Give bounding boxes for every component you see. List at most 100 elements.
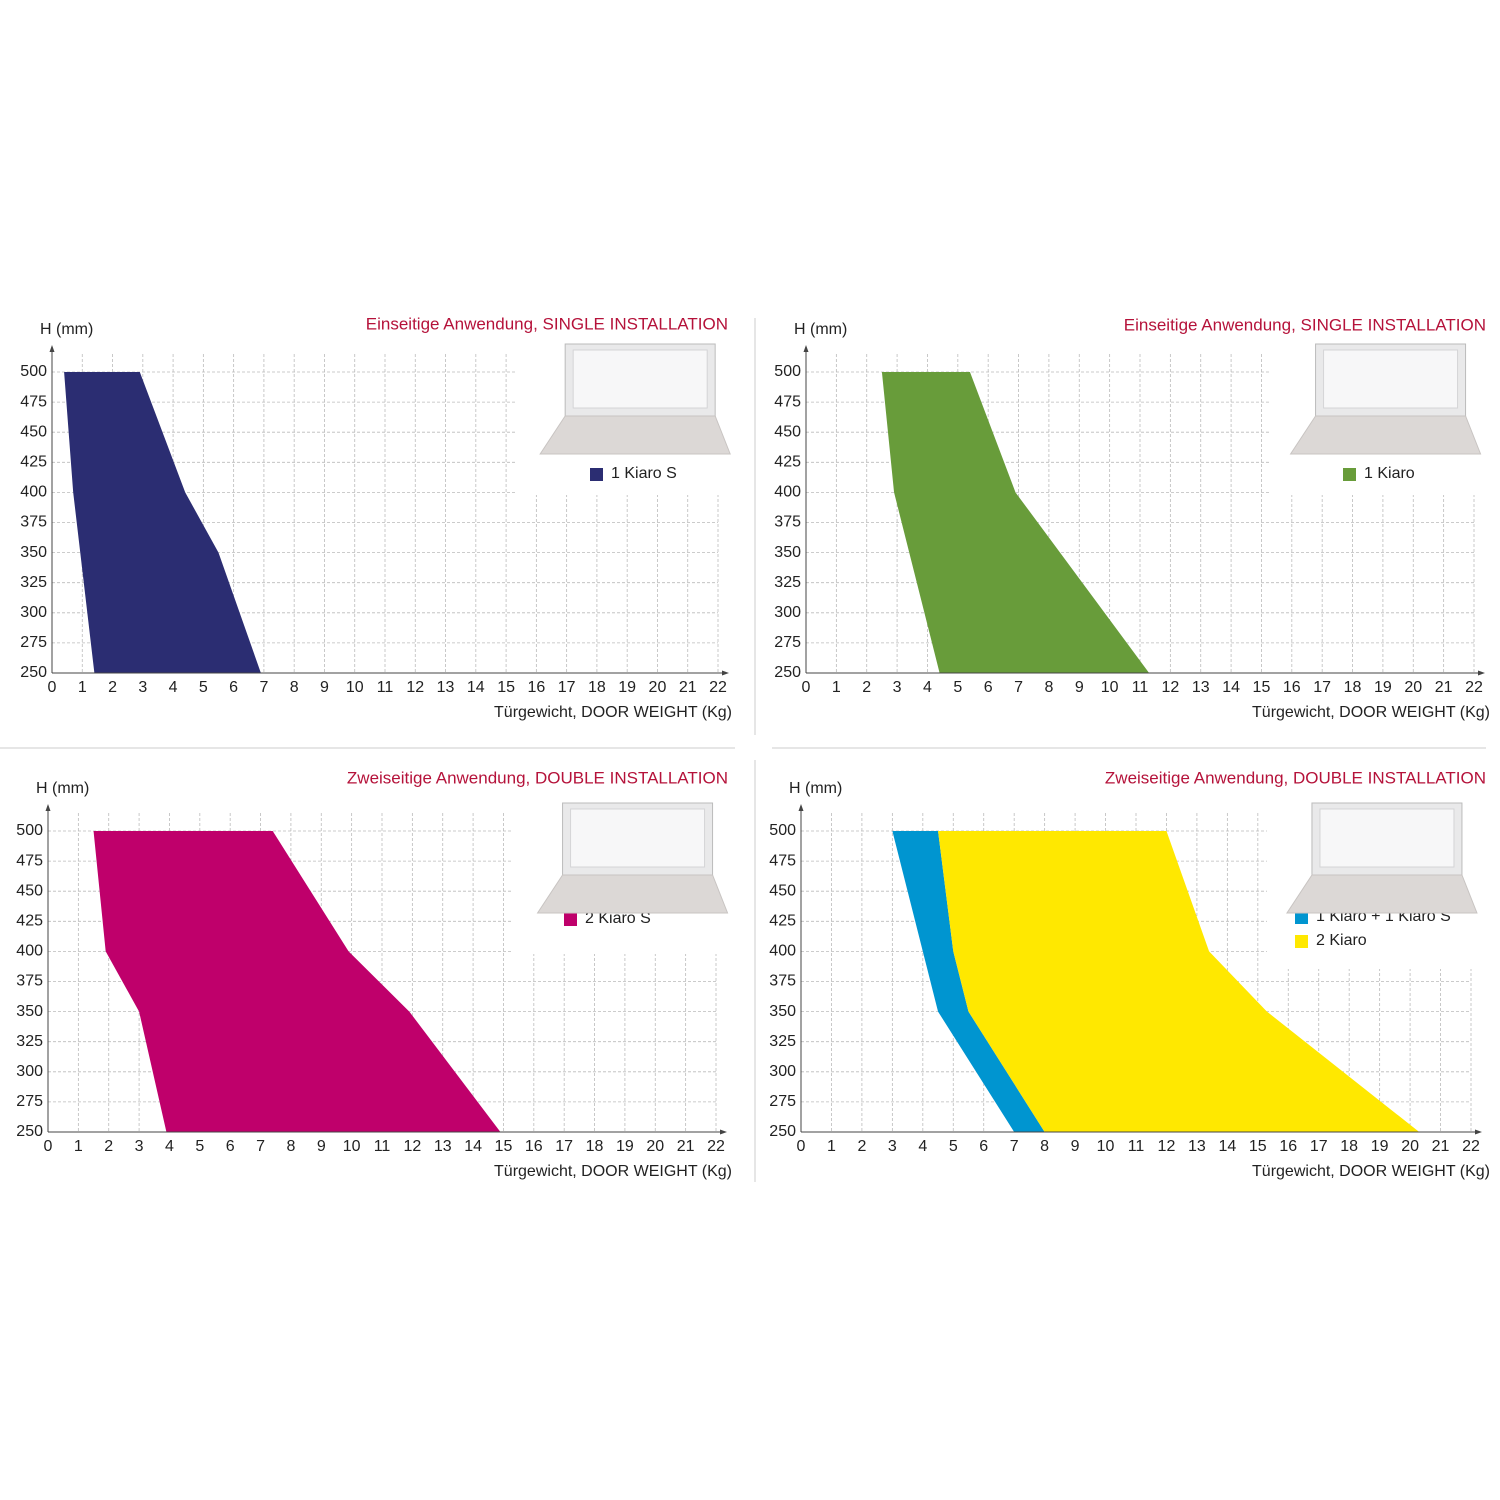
x-tick-label: 0 — [797, 1138, 806, 1155]
y-tick-label: 475 — [774, 393, 801, 410]
y-tick-label: 500 — [20, 363, 47, 380]
legend-label: 1 Kiaro — [1364, 465, 1415, 482]
y-tick-label: 250 — [774, 664, 801, 681]
x-tick-label: 22 — [1462, 1138, 1480, 1155]
y-tick-label: 425 — [20, 454, 47, 471]
legend-label: 1 Kiaro S — [611, 465, 677, 482]
y-tick-label: 475 — [20, 393, 47, 410]
y-tick-label: 275 — [16, 1093, 43, 1110]
x-tick-label: 15 — [497, 679, 515, 696]
x-tick-label: 16 — [527, 679, 545, 696]
x-tick-label: 14 — [1218, 1138, 1236, 1155]
x-tick-label: 19 — [618, 679, 636, 696]
picture-door — [536, 874, 729, 914]
picture-door — [539, 415, 731, 455]
x-tick-label: 19 — [1371, 1138, 1389, 1155]
x-tick-label: 21 — [1435, 679, 1453, 696]
x-tick-label: 14 — [464, 1138, 482, 1155]
x-tick-label: 22 — [707, 1138, 725, 1155]
x-tick-label: 4 — [918, 1138, 927, 1155]
x-tick-label: 13 — [1188, 1138, 1206, 1155]
y-axis-label: H (mm) — [789, 780, 842, 797]
y-tick-label: 425 — [774, 454, 801, 471]
legend-swatch — [590, 468, 603, 481]
x-tick-label: 3 — [138, 679, 147, 696]
x-tick-label: 8 — [1044, 679, 1053, 696]
y-tick-label: 450 — [774, 423, 801, 440]
x-tick-label: 4 — [165, 1138, 174, 1155]
x-tick-label: 2 — [104, 1138, 113, 1155]
chart-title: Einseitige Anwendung, SINGLE INSTALLATIO… — [366, 314, 728, 333]
x-tick-label: 15 — [1253, 679, 1271, 696]
x-tick-label: 3 — [135, 1138, 144, 1155]
x-tick-label: 2 — [862, 679, 871, 696]
x-tick-label: 21 — [1432, 1138, 1450, 1155]
axis-arrow — [45, 804, 51, 811]
y-tick-label: 350 — [16, 1003, 43, 1020]
x-tick-label: 5 — [199, 679, 208, 696]
x-tick-label: 7 — [1010, 1138, 1019, 1155]
legend-label: 2 Kiaro S — [585, 910, 651, 927]
x-tick-label: 14 — [1222, 679, 1240, 696]
x-tick-label: 17 — [1313, 679, 1331, 696]
legend-swatch — [564, 913, 577, 926]
x-tick-label: 16 — [1283, 679, 1301, 696]
y-axis-label: H (mm) — [40, 321, 93, 338]
y-tick-label: 275 — [769, 1093, 796, 1110]
x-axis-label: Türgewicht, DOOR WEIGHT (Kg) — [1252, 704, 1490, 721]
x-tick-label: 20 — [646, 1138, 664, 1155]
x-tick-label: 4 — [923, 679, 932, 696]
y-tick-label: 350 — [20, 544, 47, 561]
x-tick-label: 10 — [346, 679, 364, 696]
x-tick-label: 12 — [1161, 679, 1179, 696]
x-tick-label: 18 — [1344, 679, 1362, 696]
y-tick-label: 275 — [20, 634, 47, 651]
y-tick-label: 500 — [774, 363, 801, 380]
y-tick-label: 500 — [769, 822, 796, 839]
x-tick-label: 12 — [1158, 1138, 1176, 1155]
y-tick-label: 400 — [769, 943, 796, 960]
x-axis-label: Türgewicht, DOOR WEIGHT (Kg) — [494, 1163, 732, 1180]
x-tick-label: 16 — [525, 1138, 543, 1155]
x-tick-label: 20 — [649, 679, 667, 696]
chart-title: Zweiseitige Anwendung, DOUBLE INSTALLATI… — [347, 768, 728, 787]
x-tick-label: 1 — [74, 1138, 83, 1155]
y-tick-label: 450 — [20, 423, 47, 440]
x-tick-label: 11 — [1128, 1138, 1145, 1155]
x-tick-label: 1 — [78, 679, 87, 696]
picture-door — [1286, 874, 1478, 914]
y-tick-label: 325 — [16, 1033, 43, 1050]
picture-inside — [572, 349, 708, 409]
legend-swatch — [1295, 911, 1308, 924]
x-tick-label: 13 — [1192, 679, 1210, 696]
axis-arrow — [49, 345, 55, 352]
y-tick-label: 475 — [16, 852, 43, 869]
y-tick-label: 425 — [769, 913, 796, 930]
x-tick-label: 11 — [374, 1138, 391, 1155]
y-tick-label: 250 — [769, 1123, 796, 1140]
x-tick-label: 10 — [1101, 679, 1119, 696]
picture-inside — [1323, 349, 1459, 409]
y-tick-label: 375 — [16, 973, 43, 990]
x-tick-label: 2 — [108, 679, 117, 696]
y-tick-label: 325 — [20, 574, 47, 591]
y-tick-label: 300 — [774, 604, 801, 621]
x-tick-label: 8 — [1040, 1138, 1049, 1155]
x-tick-label: 8 — [290, 679, 299, 696]
axis-arrow — [720, 1129, 727, 1135]
x-tick-label: 20 — [1404, 679, 1422, 696]
x-tick-label: 2 — [857, 1138, 866, 1155]
x-tick-label: 21 — [679, 679, 697, 696]
y-tick-label: 375 — [774, 514, 801, 531]
y-tick-label: 475 — [769, 852, 796, 869]
y-tick-label: 325 — [774, 574, 801, 591]
axis-arrow — [1475, 1129, 1482, 1135]
x-tick-label: 0 — [44, 1138, 53, 1155]
x-tick-label: 17 — [558, 679, 576, 696]
x-tick-label: 15 — [1249, 1138, 1267, 1155]
legend-swatch — [1295, 935, 1308, 948]
y-tick-label: 300 — [769, 1063, 796, 1080]
y-tick-label: 400 — [20, 484, 47, 501]
picture-inside — [570, 808, 706, 868]
